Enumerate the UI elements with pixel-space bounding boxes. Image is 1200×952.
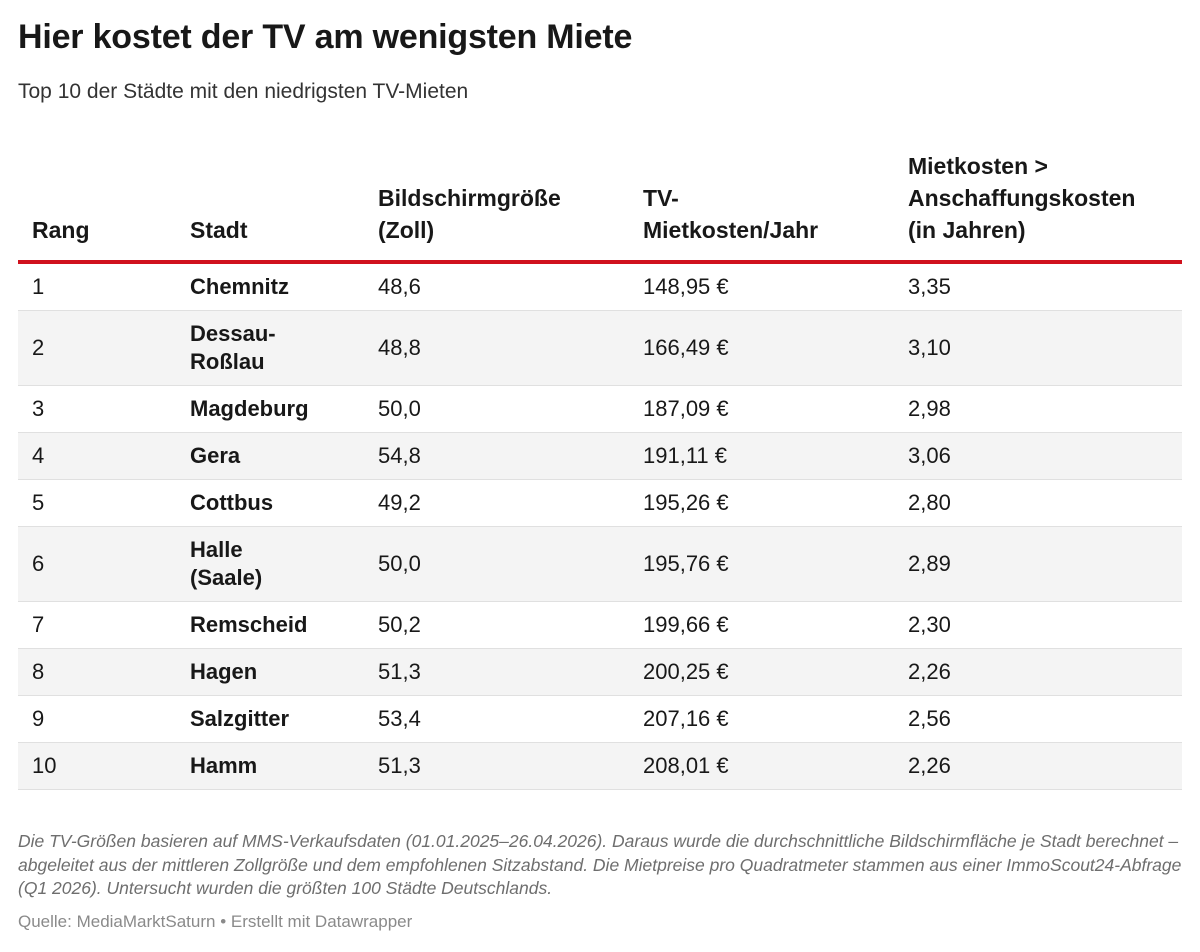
rank-cell: 9	[18, 695, 176, 743]
city-cell: Halle (Saale)	[176, 526, 364, 602]
column-header-screen-size: Bildschirmgröße (Zoll)	[364, 150, 629, 264]
rank-cell: 6	[18, 526, 176, 602]
rent-cell: 148,95 €	[629, 262, 894, 311]
table-header: Rang Stadt Bildschirmgröße (Zoll) TV- Mi…	[18, 150, 1182, 264]
screen-size-cell: 48,6	[364, 262, 629, 311]
rent-cell: 200,25 €	[629, 648, 894, 696]
rank-cell: 5	[18, 479, 176, 527]
table-row: 1 Chemnitz 48,6 148,95 €3,35	[18, 262, 1182, 311]
chart-subtitle: Top 10 der Städte mit den niedrigsten TV…	[18, 80, 469, 103]
city-cell: Gera	[176, 432, 364, 480]
city-cell: Salzgitter	[176, 695, 364, 743]
rent-cell: 195,76 €	[629, 526, 894, 602]
table-row: 9 Salzgitter 53,4 207,16 €2,56	[18, 695, 1182, 743]
screen-size-cell: 54,8	[364, 432, 629, 480]
column-header-rent-per-year: TV- Mietkosten/Jahr	[629, 150, 894, 264]
screen-size-cell: 48,8	[364, 310, 629, 386]
city-cell: Dessau- Roßlau	[176, 310, 364, 386]
rank-cell: 2	[18, 310, 176, 386]
rank-cell: 3	[18, 385, 176, 433]
rank-cell: 10	[18, 742, 176, 790]
screen-size-cell: 53,4	[364, 695, 629, 743]
table-row: 2 Dessau- Roßlau 48,8 166,49 €3,10	[18, 310, 1182, 386]
breakeven-cell: 2,30	[894, 601, 1182, 649]
table-row: 10 Hamm 51,3 208,01 €2,26	[18, 742, 1182, 790]
rent-cell: 199,66 €	[629, 601, 894, 649]
city-cell: Cottbus	[176, 479, 364, 527]
breakeven-cell: 2,80	[894, 479, 1182, 527]
breakeven-cell: 2,98	[894, 385, 1182, 433]
column-header-rank: Rang	[18, 150, 176, 264]
breakeven-cell: 3,35	[894, 262, 1182, 311]
rent-cell: 191,11 €	[629, 432, 894, 480]
source-credit: Quelle: MediaMarktSaturn • Erstellt mit …	[18, 912, 413, 931]
rent-cell: 166,49 €	[629, 310, 894, 386]
column-header-breakeven-years: Mietkosten > Anschaffungskosten (in Jahr…	[894, 150, 1182, 264]
rank-cell: 7	[18, 601, 176, 649]
breakeven-cell: 2,26	[894, 742, 1182, 790]
breakeven-cell: 2,56	[894, 695, 1182, 743]
column-header-city: Stadt	[176, 150, 364, 264]
city-cell: Chemnitz	[176, 262, 364, 311]
screen-size-cell: 50,0	[364, 526, 629, 602]
city-cell: Hamm	[176, 742, 364, 790]
table-row: 6 Halle (Saale) 50,0 195,76 €2,89	[18, 526, 1182, 602]
screen-size-cell: 51,3	[364, 742, 629, 790]
screen-size-cell: 50,0	[364, 385, 629, 433]
screen-size-cell: 50,2	[364, 601, 629, 649]
breakeven-cell: 2,26	[894, 648, 1182, 696]
rank-cell: 4	[18, 432, 176, 480]
rank-cell: 8	[18, 648, 176, 696]
rent-cell: 208,01 €	[629, 742, 894, 790]
table-row: 7 Remscheid 50,2 199,66 €2,30	[18, 601, 1182, 649]
table-body: 1 Chemnitz 48,6 148,95 €3,35 2 Dessau- Roßlau…	[18, 262, 1182, 790]
city-cell: Remscheid	[176, 601, 364, 649]
breakeven-cell: 2,89	[894, 526, 1182, 602]
city-cell: Magdeburg	[176, 385, 364, 433]
screen-size-cell: 51,3	[364, 648, 629, 696]
rent-cell: 187,09 €	[629, 385, 894, 433]
rent-cell: 207,16 €	[629, 695, 894, 743]
table-row: 8 Hagen 51,3 200,25 €2,26	[18, 648, 1182, 696]
table-row: 4 Gera 54,8 191,11 €3,06	[18, 432, 1182, 480]
footnote: Die TV-Größen basieren auf MMS-Verkaufsd…	[18, 831, 1182, 898]
rent-cell: 195,26 €	[629, 479, 894, 527]
breakeven-cell: 3,06	[894, 432, 1182, 480]
table-row: 5 Cottbus 49,2 195,26 €2,80	[18, 479, 1182, 527]
ranking-table: Rang Stadt Bildschirmgröße (Zoll) TV- Mi…	[18, 150, 1182, 790]
table-row: 3 Magdeburg 50,0 187,09 €2,98	[18, 385, 1182, 433]
breakeven-cell: 3,10	[894, 310, 1182, 386]
rank-cell: 1	[18, 262, 176, 311]
city-cell: Hagen	[176, 648, 364, 696]
screen-size-cell: 49,2	[364, 479, 629, 527]
chart-title: Hier kostet der TV am wenigsten Miete	[18, 18, 633, 56]
